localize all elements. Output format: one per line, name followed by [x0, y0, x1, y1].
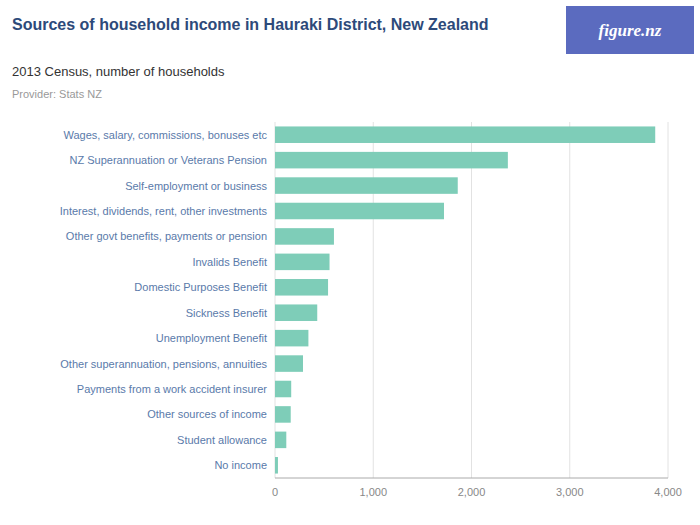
category-label: Payments from a work accident insurer — [77, 383, 267, 395]
provider: Provider: Stats NZ — [12, 88, 102, 100]
grid-line — [668, 122, 669, 478]
bars — [275, 126, 655, 473]
bar — [275, 279, 328, 296]
tick-label: 1,000 — [359, 486, 387, 498]
bar — [275, 126, 655, 143]
x-axis — [275, 478, 668, 479]
grid-line — [471, 122, 472, 478]
title: Sources of household income in Hauraki D… — [12, 16, 489, 33]
category-label: No income — [214, 459, 267, 471]
category-label: Unemployment Benefit — [156, 332, 267, 344]
logo-box — [566, 6, 694, 54]
grid — [275, 122, 668, 478]
bar — [275, 254, 330, 271]
bar — [275, 152, 508, 169]
tick-labels: 0 1,000 2,000 3,000 4,000 — [272, 486, 682, 498]
category-label: Invalids Benefit — [192, 256, 267, 268]
category-label: Sickness Benefit — [186, 307, 267, 319]
bar — [275, 355, 303, 372]
grid-line — [275, 122, 276, 478]
category-label: Other govt benefits, payments or pension — [66, 230, 267, 242]
tick-label: 3,000 — [556, 486, 584, 498]
grid-line — [569, 122, 570, 478]
category-labels: Wages, salary, commissions, bonuses etc N… — [60, 129, 268, 472]
category-label: Wages, salary, commissions, bonuses etc — [63, 129, 267, 141]
subtitle: 2013 Census, number of households — [12, 64, 225, 79]
category-label: Other superannuation, pensions, annuitie… — [60, 358, 267, 370]
category-label: Interest, dividends, rent, other investm… — [60, 205, 268, 217]
logo-text: figure.nz — [599, 21, 662, 40]
grid-line — [373, 122, 374, 478]
tick-label: 0 — [272, 486, 278, 498]
tick-label: 4,000 — [654, 486, 682, 498]
category-label: Self-employment or business — [125, 180, 267, 192]
category-label: Domestic Purposes Benefit — [134, 281, 267, 293]
bar — [275, 406, 291, 423]
bar — [275, 177, 458, 194]
bar — [275, 457, 278, 474]
chart: Sources of household income in Hauraki D… — [0, 0, 700, 525]
bar — [275, 203, 444, 220]
bar — [275, 330, 308, 347]
category-label: Student allowance — [177, 434, 267, 446]
bar — [275, 381, 291, 398]
category-label: NZ Superannuation or Veterans Pension — [69, 154, 267, 166]
bar — [275, 304, 317, 321]
bar — [275, 432, 286, 449]
category-label: Other sources of income — [147, 408, 267, 420]
tick-label: 2,000 — [458, 486, 486, 498]
logo: figure.nz — [566, 6, 694, 54]
bar — [275, 228, 334, 245]
